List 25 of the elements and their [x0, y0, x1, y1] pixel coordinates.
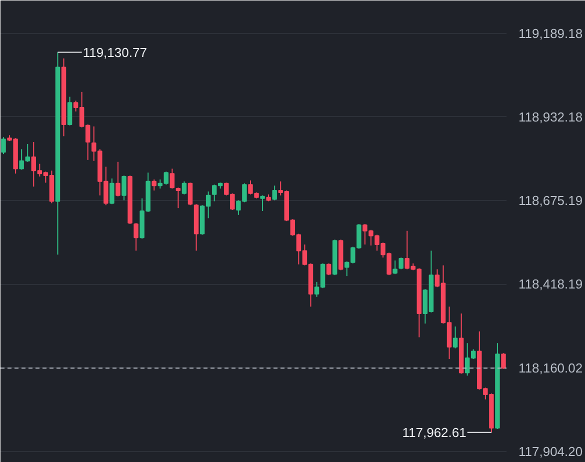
annotation: 117,962.61 — [402, 424, 466, 440]
candlestick — [326, 262, 332, 276]
candlestick — [188, 182, 193, 206]
candlestick — [152, 178, 156, 192]
candlestick — [272, 185, 277, 201]
candlestick — [501, 352, 506, 370]
candlestick — [67, 96, 72, 126]
candlestick — [110, 178, 114, 205]
y-tick-label: 118,418.19 — [518, 276, 583, 292]
y-tick-label: 119,189.18 — [518, 26, 583, 41]
candlestick — [392, 260, 398, 275]
candlestick — [170, 168, 175, 190]
candlestick — [134, 222, 138, 252]
y-tick-label: 117,904.20 — [518, 444, 583, 459]
annotation: 119,130.77 — [82, 44, 147, 60]
candlestick — [116, 161, 120, 197]
candlestick — [176, 187, 181, 209]
candlestick — [122, 175, 126, 201]
ref-line-label: 118,160.02 — [518, 360, 583, 376]
candlestick — [452, 326, 458, 349]
candlestick — [260, 194, 265, 212]
y-tick-label: 118,675.19 — [518, 193, 583, 208]
candlestick — [1, 136, 6, 155]
y-tick-label: 118,932.18 — [518, 109, 583, 124]
candlestick — [182, 180, 187, 195]
